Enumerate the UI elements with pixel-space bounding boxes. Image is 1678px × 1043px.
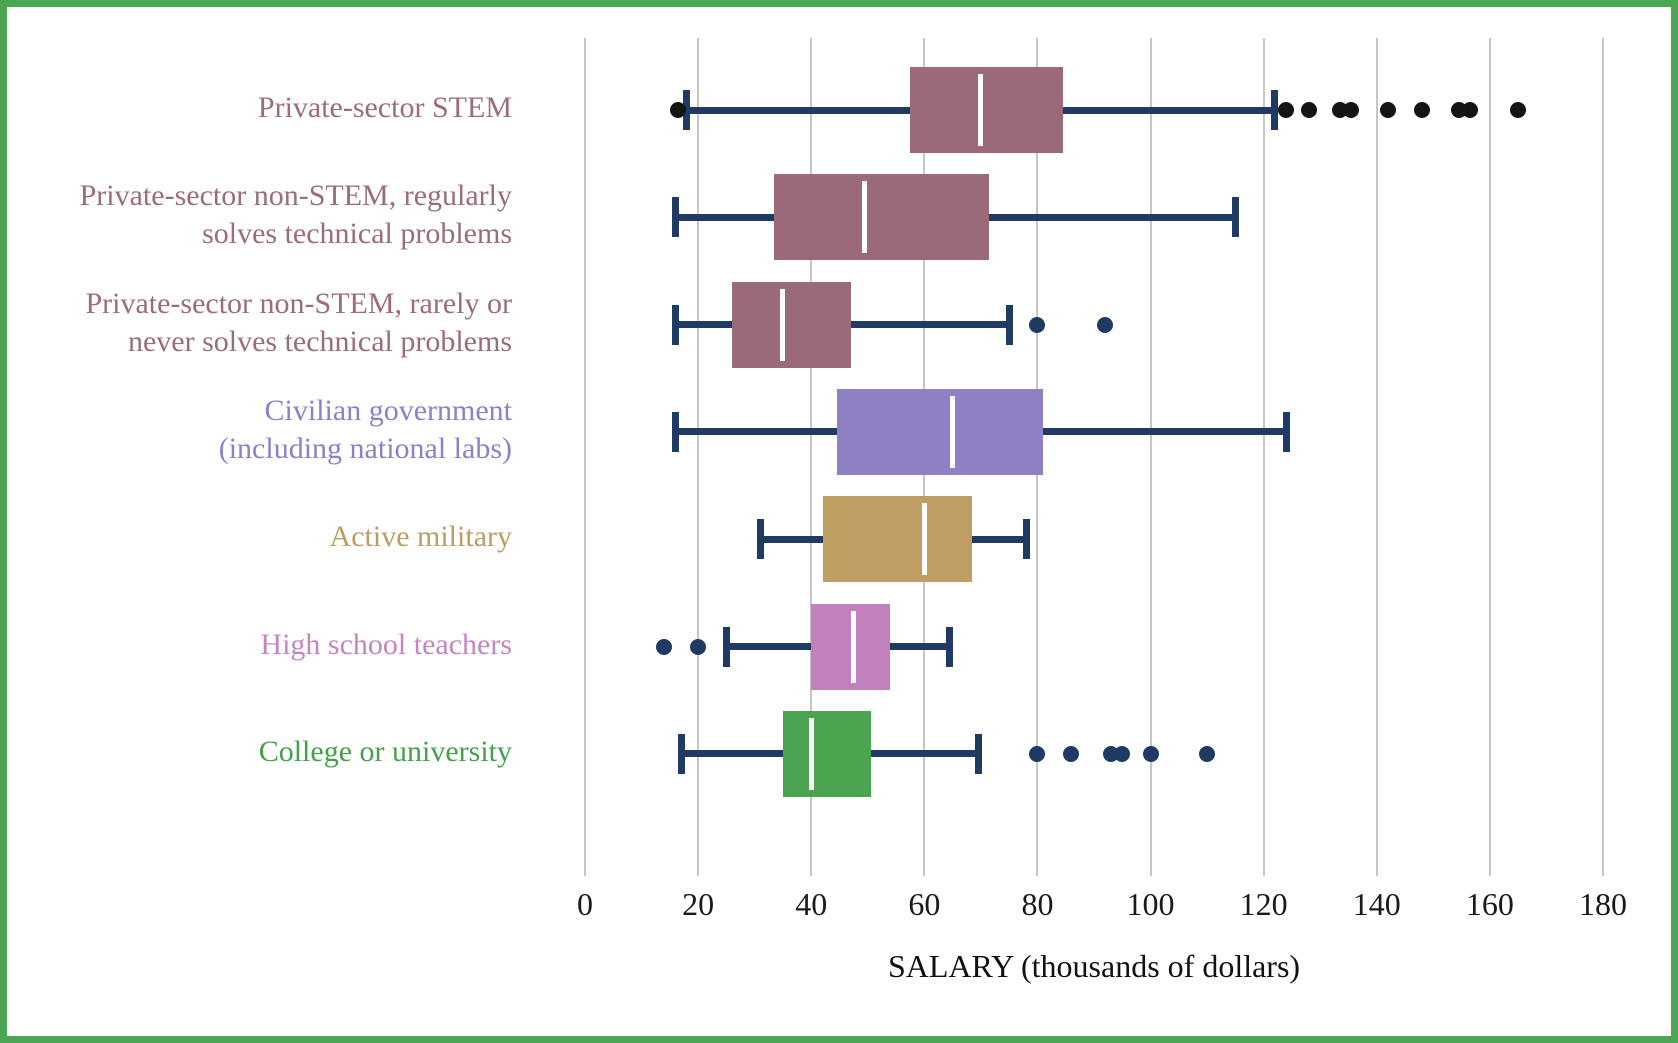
outlier-dot	[1029, 316, 1046, 333]
whisker-cap-low-2	[671, 197, 679, 238]
category-label-line: Civilian government	[264, 393, 512, 427]
gridline-0	[584, 38, 586, 876]
whisker-cap-low-5	[756, 519, 764, 560]
outlier-dot	[690, 638, 707, 655]
category-label-1: Private-sector STEM	[0, 89, 512, 127]
outlier-dot	[1199, 745, 1216, 762]
outlier-dot	[1510, 102, 1527, 118]
category-label-line: Private-sector STEM	[257, 91, 512, 124]
outlier-dot	[656, 638, 673, 655]
whisker-cap-high-7	[974, 733, 982, 774]
x-tick-label-100: 100	[1126, 886, 1175, 922]
whisker-cap-high-4	[1282, 411, 1290, 452]
gridline-100	[1149, 38, 1152, 876]
median-line-2	[862, 181, 868, 254]
whisker-cap-high-5	[1022, 519, 1030, 560]
gridline-160	[1488, 38, 1491, 876]
whisker-cap-low-3	[671, 304, 679, 345]
median-line-5	[921, 503, 927, 576]
x-tick-label-180: 180	[1579, 886, 1627, 922]
box-1	[910, 67, 1063, 153]
outlier-dot	[1380, 102, 1397, 118]
outlier-dot	[1278, 102, 1295, 118]
x-axis-title: SALARY (thousands of dollars)	[887, 948, 1301, 984]
box-4	[836, 388, 1044, 475]
whisker-cap-low-6	[722, 626, 730, 667]
whisker-cap-high-1	[1271, 90, 1279, 130]
outlier-dot	[1142, 745, 1159, 762]
outlier-dot	[1300, 102, 1317, 118]
outlier-dot	[670, 102, 687, 118]
x-tick-label-0: 0	[577, 886, 593, 922]
gridline-180	[1602, 38, 1604, 876]
outlier-dot	[1343, 102, 1360, 118]
category-label-5: Active military	[0, 518, 512, 556]
outlier-dot	[1114, 745, 1131, 762]
outlier-dot	[1063, 745, 1080, 762]
gridline-20	[697, 38, 700, 876]
x-tick-label-80: 80	[1021, 886, 1054, 922]
category-label-6: High school teachers	[0, 626, 512, 664]
outlier-dot	[1097, 316, 1114, 333]
category-label-line: solves technical problems	[202, 217, 512, 251]
category-label-line: Active military	[329, 520, 512, 554]
x-tick-label-20: 20	[682, 886, 715, 922]
outlier-dot	[1462, 102, 1479, 118]
category-label-line: Private-sector non-STEM, regularly	[79, 179, 512, 213]
gridline-120	[1262, 38, 1265, 876]
category-label-line: Private-sector non-STEM, rarely or	[85, 286, 512, 320]
x-tick-label-40: 40	[795, 886, 828, 922]
box-5	[822, 496, 973, 583]
box-6	[811, 603, 891, 690]
median-line-4	[950, 395, 956, 468]
outlier-dot	[1414, 102, 1431, 118]
gridline-40	[810, 38, 813, 876]
category-label-7: College or university	[0, 733, 512, 771]
category-label-line: College or university	[258, 734, 512, 768]
median-line-7	[808, 717, 814, 790]
median-line-6	[851, 610, 857, 683]
category-label-3: Private-sector non-STEM, rarely or never …	[0, 285, 512, 361]
category-label-line: High school teachers	[260, 627, 512, 661]
whisker-cap-high-6	[946, 626, 954, 667]
outlier-dot	[1029, 745, 1046, 762]
median-line-1	[978, 74, 984, 146]
x-tick-label-120: 120	[1239, 886, 1288, 922]
whisker-cap-low-4	[671, 411, 679, 452]
category-label-4: Civilian government (including national l…	[0, 392, 512, 468]
gridline-140	[1375, 38, 1378, 876]
x-tick-label-160: 160	[1465, 886, 1514, 922]
category-label-line: (including national labs)	[218, 431, 512, 465]
box-2	[774, 174, 990, 261]
x-tick-label-140: 140	[1352, 886, 1401, 922]
whisker-cap-low-7	[677, 733, 685, 774]
x-tick-label-60: 60	[908, 886, 941, 922]
whisker-cap-high-3	[1005, 304, 1013, 345]
category-label-2: Private-sector non-STEM, regularly solves…	[0, 177, 512, 253]
whisker-cap-high-2	[1231, 197, 1239, 238]
category-label-line: never solves technical problems	[127, 324, 512, 358]
median-line-3	[780, 288, 786, 361]
box-3	[732, 281, 851, 368]
whisker-cap-low-1	[683, 90, 691, 130]
box-7	[782, 710, 871, 797]
